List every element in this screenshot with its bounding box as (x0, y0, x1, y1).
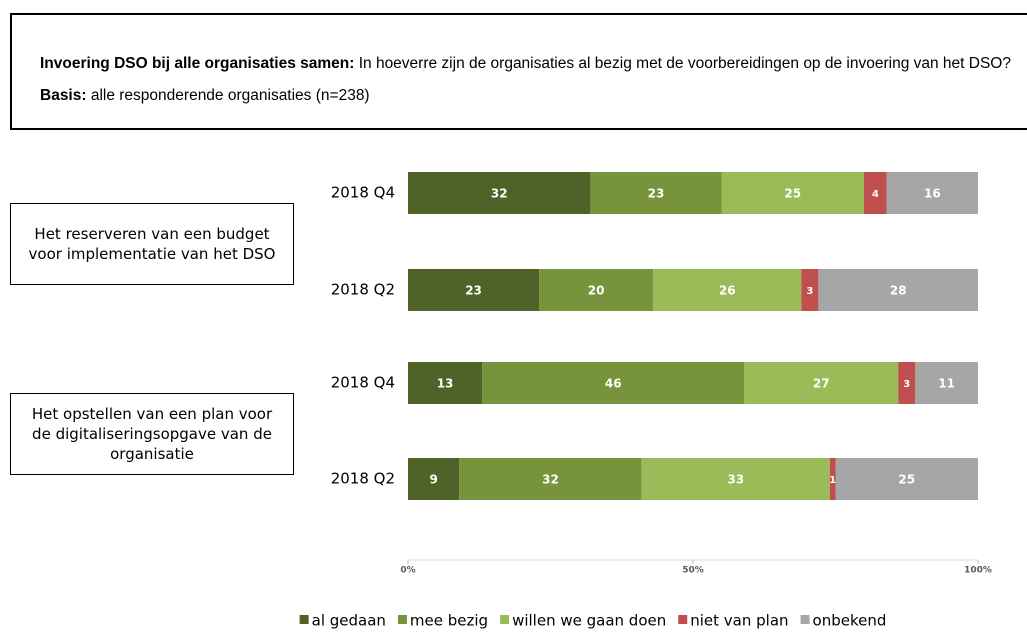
data-label: 11 (938, 377, 955, 391)
bar-segment (590, 172, 722, 214)
data-label: 4 (872, 189, 879, 200)
legend-marker (299, 615, 309, 624)
intro-text: In hoeverre zijn de organisaties al bezi… (354, 55, 1016, 72)
bar-segment (641, 458, 830, 500)
legend-marker (678, 615, 688, 624)
data-label: 1 (829, 475, 836, 486)
data-label: 23 (465, 284, 482, 298)
bar-segment (801, 269, 819, 311)
bar-segment (886, 172, 978, 214)
bar-segment (835, 458, 978, 500)
group-label: Het opstellen van een plan voor de digit… (10, 393, 294, 475)
bar-segment (408, 172, 591, 214)
data-label: 46 (605, 377, 622, 391)
intro-text: Basis: (40, 87, 87, 104)
x-tick-label: 100% (964, 566, 992, 576)
intro-box: Invoering DSO bij alle organisaties same… (10, 13, 1027, 130)
intro-text: alle responderende organisaties (n=238) (86, 87, 370, 104)
category-label: 2018 Q4 (331, 184, 395, 202)
group-label: Het reserveren van een budget voor imple… (10, 203, 294, 285)
bar-segment (721, 172, 864, 214)
data-label: 3 (903, 379, 910, 390)
bar-segment (482, 362, 745, 404)
category-label: 2018 Q2 (331, 470, 395, 488)
data-label: 32 (491, 187, 508, 201)
legend-label: al gedaan (312, 612, 386, 630)
legend-marker (397, 615, 407, 624)
data-label: 23 (648, 187, 665, 201)
bar-segment (829, 458, 836, 500)
legend-label: mee bezig (410, 612, 488, 630)
bar-segment (539, 269, 654, 311)
legend-marker (800, 615, 810, 624)
bar-segment (653, 269, 802, 311)
legend-label: niet van plan (690, 612, 788, 630)
data-label: 32 (542, 473, 559, 487)
bar-segment (915, 362, 978, 404)
bar-segment (744, 362, 899, 404)
data-label: 20 (588, 284, 605, 298)
data-label: 26 (719, 284, 736, 298)
intro-text: Invoering DSO bij alle organisaties same… (40, 55, 355, 72)
data-label: 25 (784, 187, 801, 201)
bar-segment (864, 172, 887, 214)
x-tick-label: 50% (682, 566, 704, 576)
x-tick-label: 0% (400, 566, 415, 576)
category-label: 2018 Q2 (331, 281, 395, 299)
data-label: 16 (924, 187, 941, 201)
bar-segment (408, 458, 460, 500)
data-label: 28 (890, 284, 907, 298)
bar-segment (898, 362, 916, 404)
bar-segment (408, 362, 483, 404)
data-label: 3 (806, 286, 813, 297)
bar-segment (459, 458, 642, 500)
data-label: 33 (727, 473, 744, 487)
data-label: 27 (813, 377, 830, 391)
data-label: 25 (898, 473, 915, 487)
bar-segment (818, 269, 978, 311)
category-label: 2018 Q4 (331, 374, 395, 392)
legend-marker (500, 615, 510, 624)
legend-label: willen we gaan doen (512, 612, 666, 630)
legend-label: onbekend (813, 612, 887, 630)
bar-segment (408, 269, 540, 311)
data-label: 13 (437, 377, 454, 391)
data-label: 9 (429, 473, 437, 487)
